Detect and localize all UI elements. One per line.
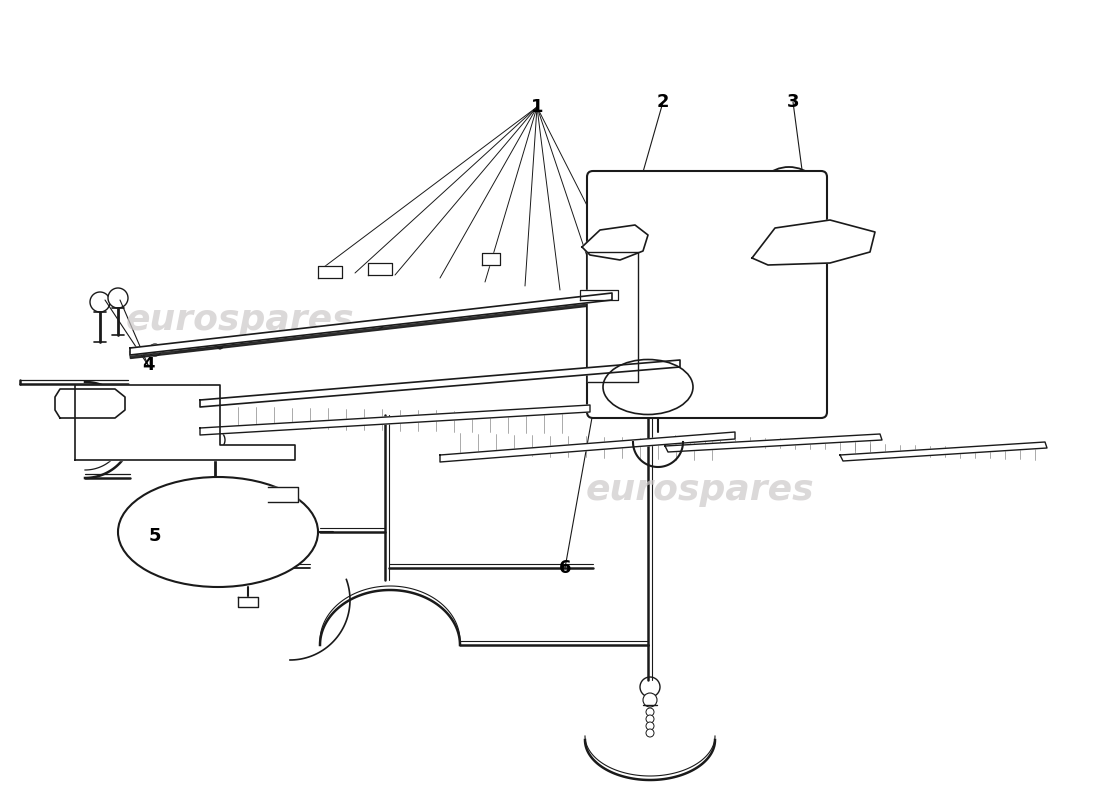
Polygon shape bbox=[75, 385, 295, 460]
Polygon shape bbox=[752, 220, 875, 265]
Polygon shape bbox=[368, 263, 392, 275]
Polygon shape bbox=[130, 297, 613, 358]
Circle shape bbox=[70, 394, 76, 400]
Circle shape bbox=[646, 722, 654, 730]
Text: 2: 2 bbox=[657, 93, 669, 111]
Circle shape bbox=[81, 438, 85, 442]
Circle shape bbox=[190, 524, 206, 540]
Circle shape bbox=[174, 429, 186, 441]
Circle shape bbox=[763, 176, 815, 228]
Circle shape bbox=[66, 403, 80, 417]
Circle shape bbox=[108, 288, 128, 308]
Circle shape bbox=[254, 446, 266, 458]
Circle shape bbox=[777, 190, 801, 214]
Circle shape bbox=[70, 407, 76, 413]
Polygon shape bbox=[55, 389, 125, 418]
Circle shape bbox=[78, 435, 88, 445]
Circle shape bbox=[644, 693, 657, 707]
Polygon shape bbox=[582, 225, 648, 260]
FancyBboxPatch shape bbox=[587, 171, 827, 418]
Polygon shape bbox=[130, 293, 612, 355]
Polygon shape bbox=[268, 487, 298, 502]
Circle shape bbox=[78, 387, 88, 397]
Polygon shape bbox=[440, 432, 735, 462]
Circle shape bbox=[81, 403, 85, 407]
Text: 6: 6 bbox=[559, 559, 571, 577]
Text: 4: 4 bbox=[142, 356, 154, 374]
Polygon shape bbox=[840, 442, 1047, 461]
Circle shape bbox=[640, 677, 660, 697]
Polygon shape bbox=[666, 434, 882, 452]
Circle shape bbox=[217, 343, 223, 349]
Circle shape bbox=[604, 236, 616, 248]
Circle shape bbox=[646, 708, 654, 716]
Circle shape bbox=[66, 390, 80, 404]
Text: 5: 5 bbox=[148, 527, 162, 545]
Circle shape bbox=[78, 400, 88, 410]
Polygon shape bbox=[588, 252, 638, 382]
Polygon shape bbox=[482, 253, 500, 265]
Circle shape bbox=[81, 390, 85, 394]
Circle shape bbox=[377, 322, 383, 329]
Circle shape bbox=[623, 232, 632, 242]
Circle shape bbox=[646, 715, 654, 723]
Polygon shape bbox=[200, 360, 680, 407]
Circle shape bbox=[646, 729, 654, 737]
Text: 3: 3 bbox=[786, 93, 800, 111]
Circle shape bbox=[168, 502, 228, 562]
Circle shape bbox=[205, 430, 225, 450]
Ellipse shape bbox=[603, 359, 693, 414]
Text: eurospares: eurospares bbox=[125, 303, 354, 337]
Polygon shape bbox=[238, 597, 258, 607]
Circle shape bbox=[630, 369, 666, 405]
Text: 1: 1 bbox=[530, 98, 543, 116]
Circle shape bbox=[94, 424, 106, 436]
Circle shape bbox=[148, 344, 161, 356]
Polygon shape bbox=[318, 266, 342, 278]
Circle shape bbox=[754, 167, 824, 237]
Circle shape bbox=[90, 292, 110, 312]
Circle shape bbox=[180, 514, 216, 550]
Ellipse shape bbox=[118, 477, 318, 587]
Circle shape bbox=[640, 379, 656, 395]
Circle shape bbox=[134, 424, 146, 436]
Polygon shape bbox=[580, 290, 618, 300]
Polygon shape bbox=[200, 405, 590, 435]
Text: eurospares: eurospares bbox=[585, 473, 814, 507]
